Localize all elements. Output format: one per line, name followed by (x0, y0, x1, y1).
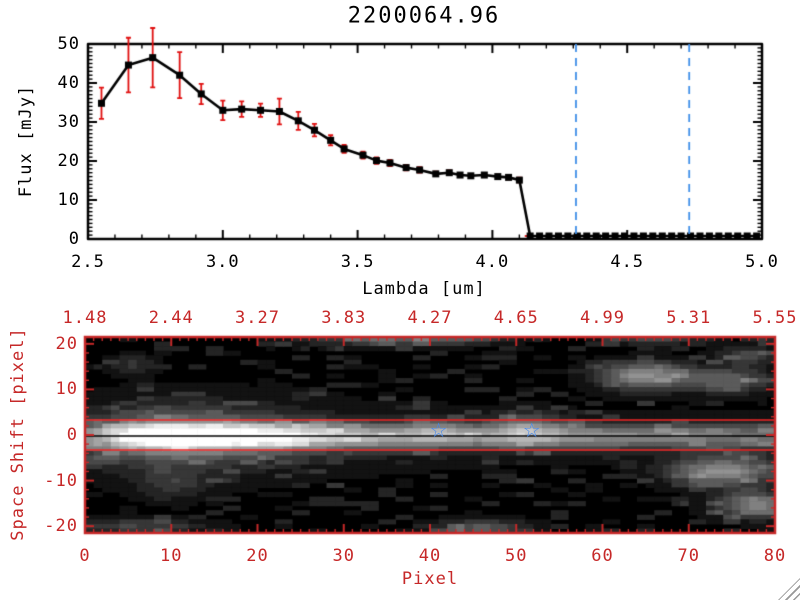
wavelength-tick-label: 4.99 (580, 308, 625, 328)
image-y-tick-label: -20 (44, 516, 78, 537)
spectrum-x-tick-label: 4.5 (610, 252, 645, 272)
space-shift-axis-label: Space Shift [pixel] (8, 327, 28, 541)
wavelength-tick-label: 4.27 (407, 308, 453, 328)
image-x-tick-label: 30 (332, 546, 355, 566)
spectrum-y-tick-label: 10 (57, 190, 80, 210)
image-x-tick-label: 20 (246, 546, 269, 566)
image-x-tick-label: 0 (79, 546, 91, 566)
wavelength-tick-label: 5.55 (752, 308, 798, 328)
image-y-tick-label: 10 (55, 379, 78, 400)
wavelength-tick-label: 3.83 (321, 308, 367, 328)
spectrum-y-tick-label: 20 (57, 151, 80, 171)
image-y-tick-label: -10 (44, 470, 78, 491)
plot-title: 2200064.96 (347, 3, 501, 29)
wavelength-tick-label: 2.44 (148, 308, 194, 328)
spectrum-x-tick-label: 3.0 (205, 252, 240, 272)
flux-axis-label: Flux [mJy] (16, 84, 36, 198)
image-x-tick-label: 70 (677, 546, 700, 566)
spectrum-y-tick-label: 30 (57, 112, 80, 132)
image-x-tick-label: 10 (160, 546, 183, 566)
star-marker: ☆ (429, 418, 448, 443)
wavelength-tick-label: 5.31 (666, 308, 712, 328)
spectrum-x-tick-label: 5.0 (745, 252, 779, 272)
lambda-axis-label: Lambda [um] (362, 279, 486, 299)
spectrum-y-tick-label: 0 (68, 229, 80, 249)
spectrum-y-tick-label: 50 (57, 34, 80, 54)
wavelength-tick-label: 3.27 (235, 308, 280, 328)
wavelength-tick-label: 1.48 (62, 308, 108, 328)
spectrum-x-tick-label: 2.5 (71, 252, 105, 272)
image-x-tick-label: 60 (591, 546, 614, 566)
image-x-tick-label: 50 (505, 546, 528, 566)
spectrum-y-tick-label: 40 (57, 73, 80, 93)
image-y-tick-label: 20 (55, 333, 78, 354)
wavelength-tick-label: 4.65 (493, 308, 539, 328)
spectrum-x-tick-label: 3.5 (340, 252, 375, 272)
image-y-tick-label: 0 (66, 425, 78, 445)
image-x-tick-label: 40 (418, 546, 442, 566)
star-marker: ☆ (522, 418, 541, 443)
image-x-tick-label: 80 (763, 546, 787, 566)
pixel-axis-label: Pixel (401, 569, 459, 589)
spectrum-x-tick-label: 4.0 (475, 252, 510, 272)
